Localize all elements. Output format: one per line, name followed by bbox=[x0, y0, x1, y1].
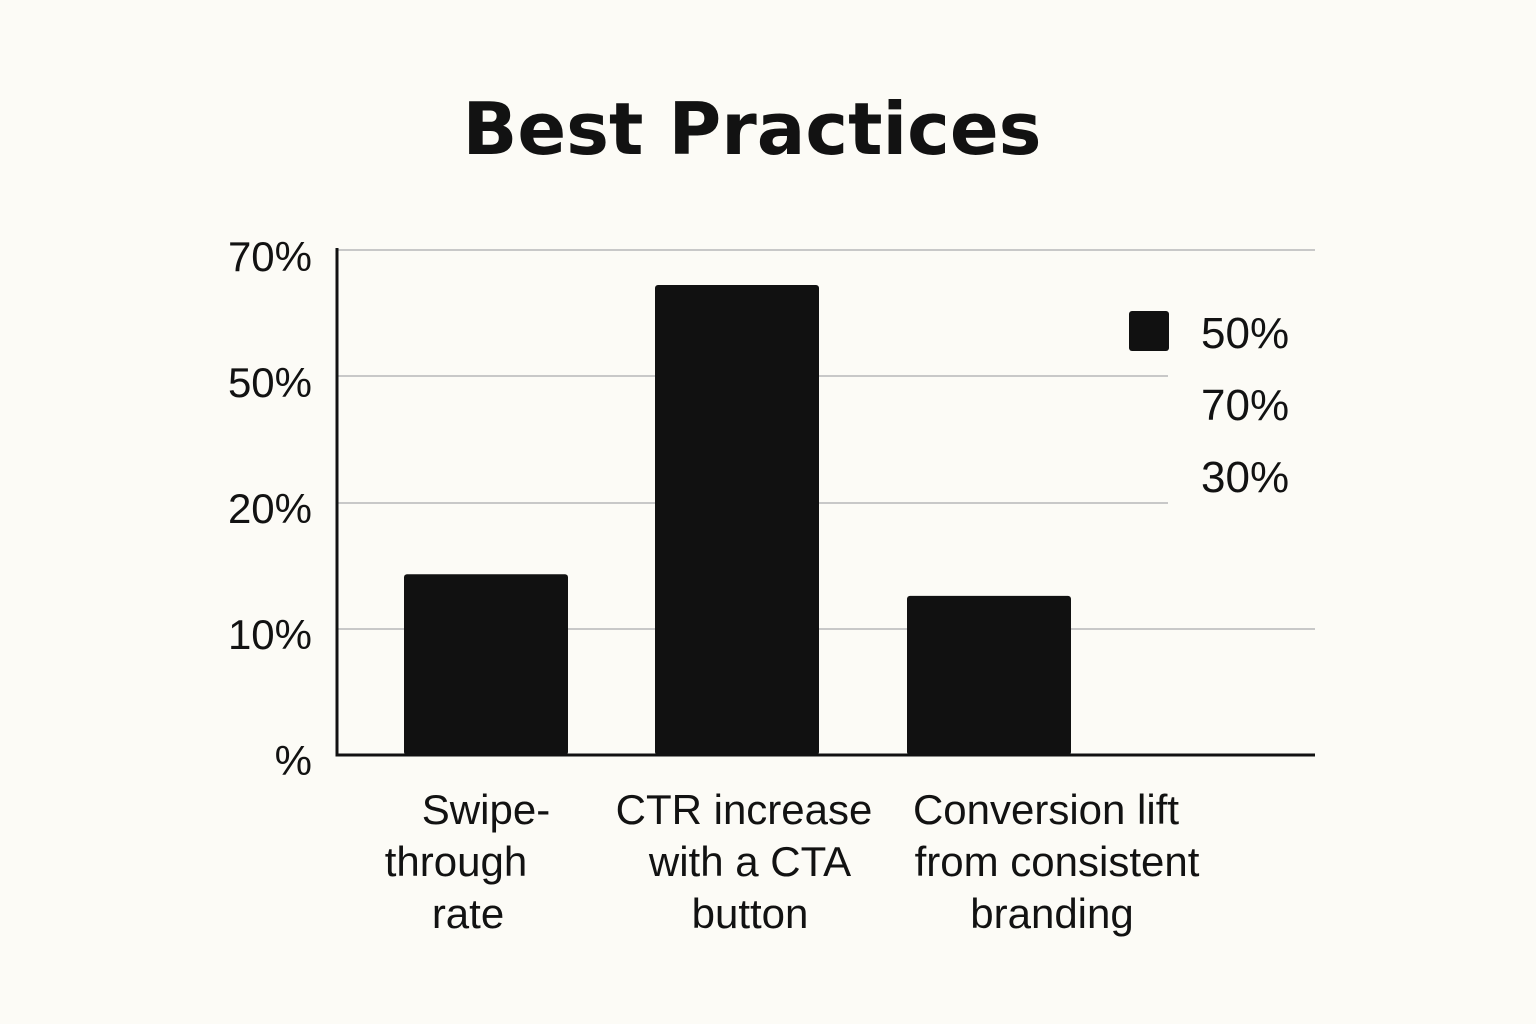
bars bbox=[404, 285, 1071, 755]
grid-lines bbox=[337, 249, 1315, 630]
x-category-label-line: from consistent bbox=[915, 838, 1200, 885]
bar bbox=[907, 595, 1071, 755]
y-tick-label: 70% bbox=[228, 233, 312, 280]
x-category-label-line: CTR increase bbox=[616, 786, 873, 833]
x-category-label: Swipe-through rate bbox=[385, 786, 550, 937]
chart-title: Best Practices bbox=[462, 87, 1041, 171]
legend-entry: 70% bbox=[1201, 381, 1289, 430]
x-category-label-line: rate bbox=[432, 890, 504, 937]
x-axis-labels: Swipe-through rate CTR increase with a CTA b… bbox=[385, 786, 1200, 937]
axes bbox=[335, 248, 1315, 757]
y-tick-label: % bbox=[275, 737, 312, 784]
x-category-label: CTR increase with a CTA button bbox=[616, 786, 873, 937]
bar bbox=[404, 574, 568, 755]
x-category-label-line: button bbox=[692, 890, 809, 937]
legend-entry: 30% bbox=[1201, 453, 1289, 502]
y-tick-label: 10% bbox=[228, 611, 312, 658]
legend: 50% 70% 30% bbox=[1129, 309, 1289, 502]
x-category-label-line: with a CTA bbox=[648, 838, 851, 885]
y-tick-label: 20% bbox=[228, 485, 312, 532]
bar bbox=[655, 285, 819, 755]
x-category-label-line: branding bbox=[970, 890, 1133, 937]
x-category-label-line: through bbox=[385, 838, 527, 885]
x-category-label: Conversion lift from consistent branding bbox=[913, 786, 1200, 937]
x-category-label-line: Swipe- bbox=[422, 786, 550, 833]
legend-swatch bbox=[1129, 311, 1169, 351]
y-axis-ticks: % 10% 20% 50% 70% bbox=[228, 233, 312, 784]
x-category-label-line: Conversion lift bbox=[913, 786, 1179, 833]
y-tick-label: 50% bbox=[228, 359, 312, 406]
legend-entry: 50% bbox=[1201, 309, 1289, 358]
